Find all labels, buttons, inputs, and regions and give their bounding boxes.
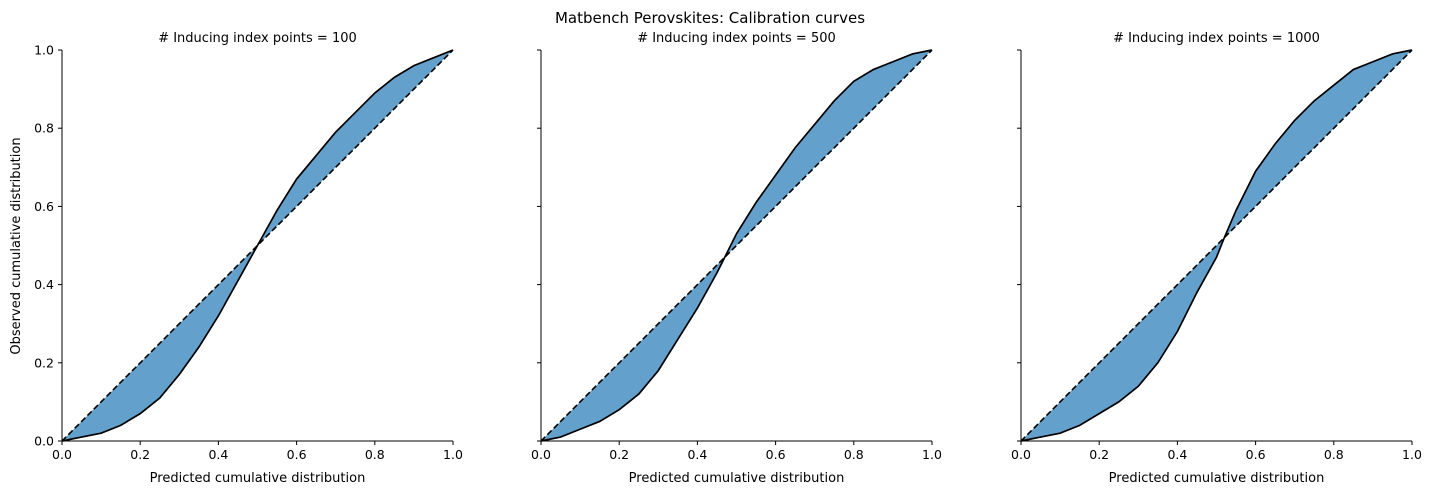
y-tick-label: 0.6 xyxy=(34,199,54,214)
x-tick-label: 0.8 xyxy=(844,447,864,462)
reference-diagonal-line xyxy=(540,49,933,442)
panel-1: # Inducing index points = 100 0.0 0.2 0.4 0.… xyxy=(34,31,463,486)
x-tick-label: 1.0 xyxy=(443,447,463,462)
x-tick-label: 0.4 xyxy=(1167,447,1187,462)
x-tick-label: 0.8 xyxy=(1324,447,1344,462)
x-tick-label: 0.4 xyxy=(208,447,228,462)
calibration-curve xyxy=(540,49,933,442)
x-tick-label: 0.0 xyxy=(1011,447,1031,462)
x-tick-label: 0.0 xyxy=(52,447,72,462)
reference-diagonal-line xyxy=(61,49,454,442)
panel-title: # Inducing index points = 100 xyxy=(158,31,357,46)
x-tick-label: 1.0 xyxy=(1402,447,1422,462)
x-axis-label: Predicted cumulative distribution xyxy=(629,471,845,486)
calibration-curve xyxy=(61,49,454,442)
x-tick-label: 0.0 xyxy=(531,447,551,462)
calibration-curve xyxy=(1020,49,1413,442)
y-axis-label: Observed cumulative distribution xyxy=(9,137,24,354)
x-tick-label: 0.8 xyxy=(365,447,385,462)
reference-diagonal-line xyxy=(1020,49,1413,442)
x-tick-label: 0.2 xyxy=(609,447,629,462)
x-tick-label: 1.0 xyxy=(922,447,942,462)
panel-3: # Inducing index points = 1000 0.0 0.2 0.4 0… xyxy=(1011,31,1422,486)
panels: # Inducing index points = 100 0.0 0.2 0.4 0.… xyxy=(34,31,1422,486)
panel-title: # Inducing index points = 1000 xyxy=(1113,31,1320,46)
x-tick-label: 0.6 xyxy=(1246,447,1266,462)
y-tick-label: 0.2 xyxy=(34,355,54,370)
x-tick-label: 0.6 xyxy=(287,447,307,462)
y-tick-label: 0.4 xyxy=(34,277,54,292)
y-tick-label: 0.8 xyxy=(34,121,54,136)
figure-suptitle: Matbench Perovskites: Calibration curves xyxy=(555,9,865,27)
y-tick-label: 0.0 xyxy=(34,434,54,449)
panel-title: # Inducing index points = 500 xyxy=(637,31,836,46)
x-tick-label: 0.6 xyxy=(766,447,786,462)
x-tick-label: 0.2 xyxy=(1089,447,1109,462)
y-tick-label: 1.0 xyxy=(34,43,54,58)
panel-2: # Inducing index points = 500 0.0 0.2 0.4 0.… xyxy=(531,31,942,486)
x-tick-label: 0.4 xyxy=(687,447,707,462)
x-tick-label: 0.2 xyxy=(130,447,150,462)
x-axis-label: Predicted cumulative distribution xyxy=(1109,471,1325,486)
x-axis-label: Predicted cumulative distribution xyxy=(150,471,366,486)
